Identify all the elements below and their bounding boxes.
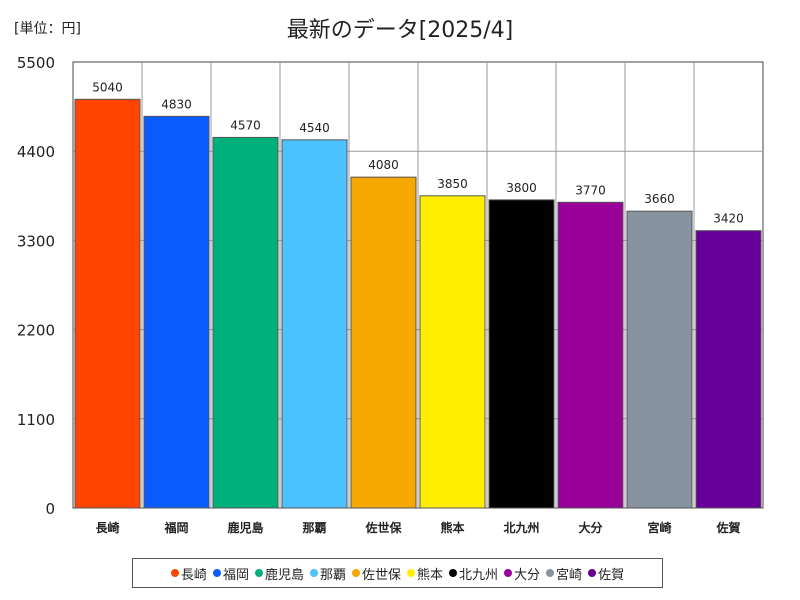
- bar: [212, 136, 279, 509]
- data-label: 4570: [230, 118, 261, 132]
- legend-item: 大分: [504, 564, 540, 583]
- data-label: 4540: [299, 121, 330, 135]
- chart-title: 最新のデータ[2025/4]: [286, 18, 514, 43]
- legend-item: 熊本: [407, 564, 443, 583]
- x-tick-label: 佐賀: [715, 520, 740, 535]
- legend-item: 福岡: [212, 564, 249, 583]
- data-label: 3420: [713, 212, 744, 226]
- bar: [281, 139, 348, 509]
- data-label: 3850: [437, 177, 468, 191]
- legend-item: 長崎: [170, 564, 207, 583]
- legend-item: 佐世保: [351, 564, 401, 583]
- data-label: 3660: [644, 192, 675, 206]
- legend-item: 鹿児島: [254, 564, 304, 583]
- legend-label: 長崎: [180, 567, 207, 583]
- y-tick-label: 1100: [17, 411, 55, 429]
- legend-item: 佐賀: [588, 564, 624, 583]
- legend-item: 宮崎: [546, 564, 582, 583]
- legend-marker: [212, 569, 221, 577]
- x-tick-label: 長崎: [95, 520, 119, 535]
- legend-label: 大分: [514, 567, 541, 583]
- bar: [695, 230, 762, 509]
- x-tick-label: 佐世保: [364, 520, 402, 535]
- bar: [350, 176, 417, 509]
- bar: [557, 201, 624, 509]
- legend-marker: [309, 569, 318, 577]
- legend-marker: [546, 569, 555, 577]
- legend-label: 北九州: [459, 567, 499, 583]
- legend-marker: [449, 569, 458, 577]
- x-tick-label: 那覇: [302, 521, 326, 535]
- data-label: 4830: [161, 97, 192, 111]
- legend-item: 那覇: [309, 564, 346, 583]
- data-label: 3770: [575, 183, 606, 197]
- y-tick-label: 2200: [17, 322, 55, 340]
- legend-marker: [588, 569, 597, 577]
- legend-label: 鹿児島: [264, 567, 304, 583]
- y-tick-label: 5500: [17, 54, 55, 72]
- legend-marker: [254, 569, 263, 577]
- bar: [74, 98, 141, 509]
- legend-marker: [504, 569, 513, 577]
- chart-legend: 長崎 福岡 鹿児島 那覇 佐世保 熊本 北九州 大分 宮崎 佐賀: [132, 558, 663, 588]
- legend-marker: [351, 569, 360, 577]
- x-tick-label: 熊本: [440, 520, 464, 535]
- y-tick-label: 0: [45, 500, 55, 518]
- legend-label: 佐賀: [598, 567, 625, 583]
- x-tick-label: 宮崎: [647, 520, 671, 535]
- legend-marker: [407, 569, 415, 577]
- unit-label: [単位：円]: [14, 21, 81, 37]
- legend-item: 北九州: [449, 564, 498, 583]
- y-tick-label: 3300: [17, 232, 55, 250]
- bar: [626, 210, 693, 509]
- x-tick-label: 大分: [578, 520, 602, 535]
- legend-label: 佐世保: [361, 567, 401, 583]
- x-tick-label: 福岡: [163, 520, 188, 535]
- data-label: 4080: [368, 158, 399, 172]
- bar: [488, 199, 555, 509]
- bar: [143, 115, 210, 509]
- x-tick-label: 北九州: [503, 520, 539, 535]
- legend-label: 宮崎: [556, 567, 583, 583]
- data-label: 3800: [506, 181, 537, 195]
- x-tick-label: 鹿児島: [227, 520, 263, 535]
- legend-marker: [170, 569, 179, 577]
- data-label: 5040: [92, 80, 123, 94]
- legend-label: 熊本: [417, 567, 444, 583]
- legend-label: 福岡: [222, 567, 249, 583]
- legend-label: 那覇: [319, 567, 346, 583]
- bar: [419, 195, 486, 509]
- y-tick-label: 4400: [17, 143, 55, 161]
